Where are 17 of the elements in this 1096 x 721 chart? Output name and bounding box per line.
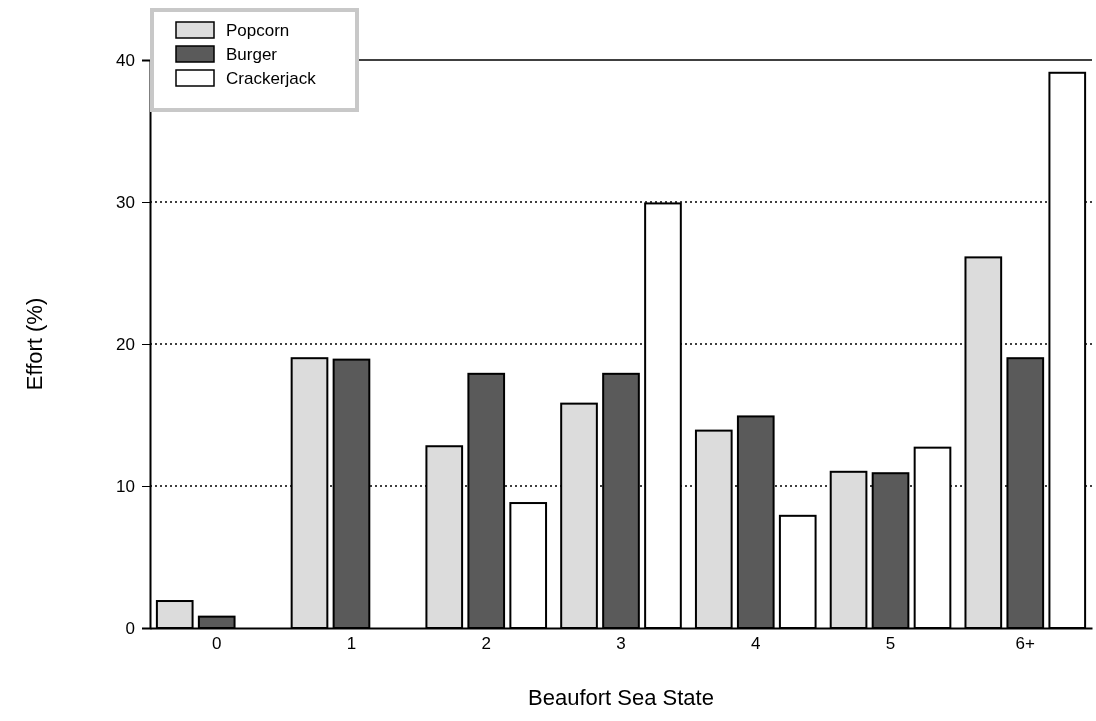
y-axis-title: Effort (%): [22, 297, 47, 391]
x-tick-label: 6+: [1015, 634, 1036, 653]
x-axis-title: Beaufort Sea State: [528, 685, 714, 710]
x-tick-label: 3: [616, 634, 626, 653]
y-tick-label: 10: [116, 476, 135, 496]
y-tick-label: 20: [116, 334, 135, 354]
legend-label: Crackerjack: [226, 69, 317, 88]
x-tick-label: 4: [751, 634, 761, 653]
legend-label: Burger: [226, 45, 278, 64]
x-tick-label: 2: [481, 634, 491, 653]
y-tick-label: 0: [125, 618, 135, 638]
x-tick-label: 1: [346, 634, 357, 653]
legend-label: Popcorn: [226, 21, 290, 40]
y-tick-label: 40: [116, 50, 135, 70]
x-tick-label: 0: [211, 634, 222, 653]
y-tick-label: 30: [116, 192, 135, 212]
x-tick-label: 5: [885, 634, 896, 653]
